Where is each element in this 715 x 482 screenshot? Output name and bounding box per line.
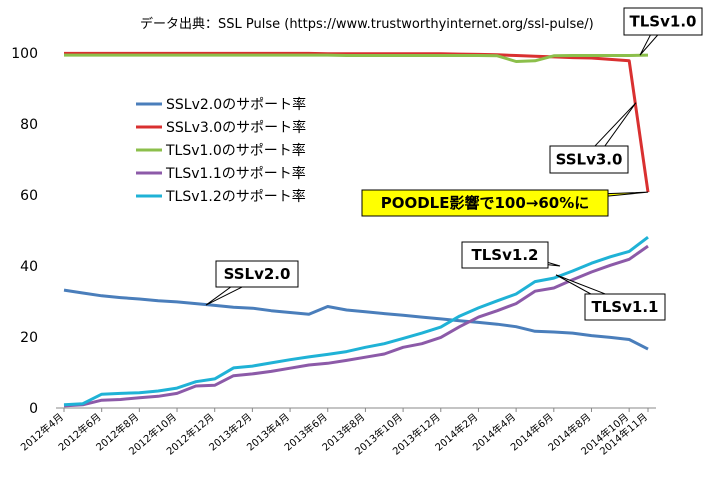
series-lines [63,51,650,408]
callout-label: SSLv2.0 [224,265,291,283]
callout-fill [463,243,547,267]
callout-fill [586,295,664,319]
series-line [63,236,649,407]
callout-label: TLSv1.2 [472,246,539,264]
callout-fill [217,262,297,286]
callout-fill [625,9,701,34]
callout-fill [551,147,627,172]
y-tick-label: 60 [20,188,38,204]
y-tick-label: 20 [20,330,38,346]
legend-label: SSLv3.0のサポート率 [166,119,306,136]
y-tick-label: 0 [29,401,38,417]
chart-title: データ出典：SSL Pulse (https://www.trustworthy… [140,16,594,32]
callout-fill [363,191,607,215]
legend: SSLv2.0のサポート率 SSLv3.0のサポート率 TLSv1.0のサポート率 T… [136,96,306,205]
axes: 0204060801002012年4月2012年6月2012年8月2012年10… [11,46,656,458]
y-tick-label: 80 [20,117,38,133]
series-line [63,244,649,408]
legend-label: SSLv2.0のサポート率 [166,96,306,113]
annotations: TLSv1.0 SSLv3.0 POODLE影響で100→60%に TLSv1.2 TL… [205,7,703,321]
legend-label: TLSv1.2のサポート率 [165,188,306,205]
callout-label: SSLv3.0 [556,151,623,169]
series-line [64,53,649,63]
callout-label: POODLE影響で100→60%に [381,194,590,212]
legend-label: TLSv1.1のサポート率 [165,165,306,182]
y-tick-label: 100 [11,46,38,62]
callout-label: TLSv1.0 [630,13,697,31]
series-line [63,288,649,351]
legend-label: TLSv1.0のサポート率 [165,142,306,159]
y-tick-label: 40 [20,259,38,275]
callout-label: TLSv1.1 [592,298,659,316]
